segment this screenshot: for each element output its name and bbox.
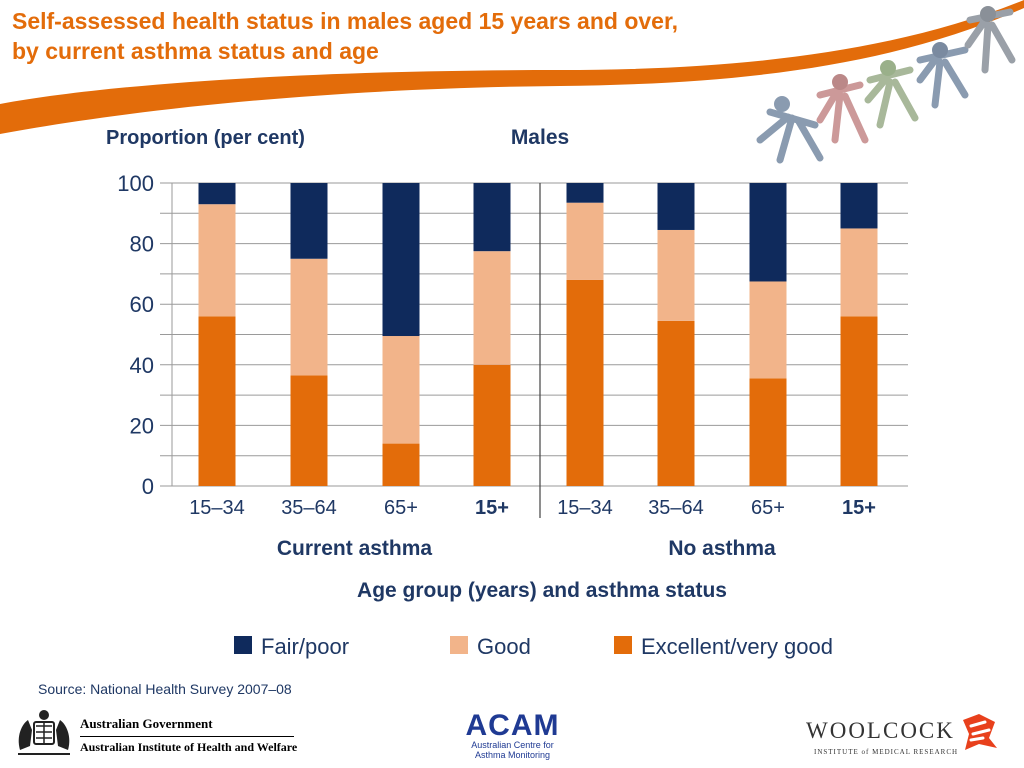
y-tick-label: 20 (130, 413, 154, 438)
y-tick-label: 60 (130, 292, 154, 317)
group-labels: Current asthma No asthma (277, 537, 776, 560)
x-axis-label: Age group (years) and asthma status (357, 579, 727, 602)
woolcock-subtitle: INSTITUTE of MEDICAL RESEARCH (814, 748, 959, 756)
bar-segment (473, 364, 511, 486)
woolcock-logo: WOOLCOCK INSTITUTE of MEDICAL RESEARCH (806, 712, 1006, 762)
bar-segment (290, 183, 328, 259)
legend: Fair/poor Good Excellent/very good (234, 634, 833, 659)
x-tick-label: 15+ (842, 497, 876, 519)
x-tick-label: 35–64 (648, 497, 704, 519)
woolcock-mark-icon (963, 714, 997, 750)
source-note: Source: National Health Survey 2007–08 (38, 681, 292, 697)
legend-label: Excellent/very good (641, 634, 833, 659)
bar-segment (840, 228, 878, 317)
legend-swatch (614, 636, 632, 654)
bar-segment (657, 229, 695, 321)
bar-segment (566, 183, 604, 203)
y-tick-label: 80 (130, 232, 154, 257)
acam-wordmark: ACAM (465, 709, 560, 742)
x-tick-label: 15–34 (557, 497, 613, 519)
acam-subtitle-2: Asthma Monitoring (474, 750, 551, 760)
x-tick-label: 15–34 (189, 497, 245, 519)
woolcock-wordmark: WOOLCOCK (806, 718, 955, 743)
aihw-text: Australian Institute of Health and Welfa… (80, 740, 298, 754)
group-label: No asthma (668, 537, 776, 560)
bar-segment (382, 336, 420, 444)
x-tick-label: 65+ (384, 497, 418, 519)
bar-segment (749, 281, 787, 379)
bar-segment (473, 183, 511, 252)
bar-segment (290, 375, 328, 486)
y-axis-label: Proportion (per cent) (106, 127, 305, 149)
acam-logo: ACAM Australian Centre for Asthma Monito… (455, 709, 570, 764)
title-line-1: Self-assessed health status in males age… (12, 8, 679, 34)
chart-title: Males (511, 126, 569, 149)
y-tick-label: 40 (130, 353, 154, 378)
x-tick-label: 15+ (475, 497, 509, 519)
bar-segment (290, 258, 328, 376)
bar-segment (198, 316, 236, 486)
bar-segment (657, 320, 695, 486)
bars (198, 183, 878, 486)
logo-divider (80, 736, 294, 737)
bar-segment (382, 443, 420, 486)
bar-segment (198, 183, 236, 205)
coat-of-arms-icon (18, 710, 70, 755)
bar-segment (657, 183, 695, 230)
bar-segment (749, 378, 787, 486)
bar-segment (382, 183, 420, 337)
legend-swatch (450, 636, 468, 654)
bar-segment (198, 204, 236, 317)
y-tick-label: 100 (117, 171, 154, 196)
x-tick-label: 35–64 (281, 497, 337, 519)
y-tick-label: 0 (142, 474, 154, 499)
stacked-bar-chart: Proportion (per cent) Males 0 20 40 60 80 100… (106, 126, 908, 659)
x-tick-labels: 15–34 35–64 65+ 15+ 15–34 35–64 65+ 15+ (189, 497, 876, 519)
slide-title: Self-assessed health status in males age… (12, 6, 872, 66)
australian-government-logo: Australian Government Australian Institu… (12, 706, 302, 762)
title-line-2: by current asthma status and age (12, 38, 379, 64)
bar-segment (749, 183, 787, 282)
bar-segment (566, 202, 604, 280)
legend-swatch (234, 636, 252, 654)
bar-segment (473, 251, 511, 365)
bar-segment (566, 279, 604, 486)
x-tick-label: 65+ (751, 497, 785, 519)
bar-segment (840, 183, 878, 229)
bar-segment (840, 316, 878, 486)
australian-government-text: Australian Government (80, 716, 213, 731)
gridlines (160, 182, 908, 518)
acam-subtitle-1: Australian Centre for (471, 740, 554, 750)
group-label: Current asthma (277, 537, 433, 560)
y-tick-labels: 0 20 40 60 80 100 (117, 171, 154, 499)
people-decoration (756, 6, 1016, 164)
legend-label: Good (477, 634, 531, 659)
legend-label: Fair/poor (261, 634, 349, 659)
